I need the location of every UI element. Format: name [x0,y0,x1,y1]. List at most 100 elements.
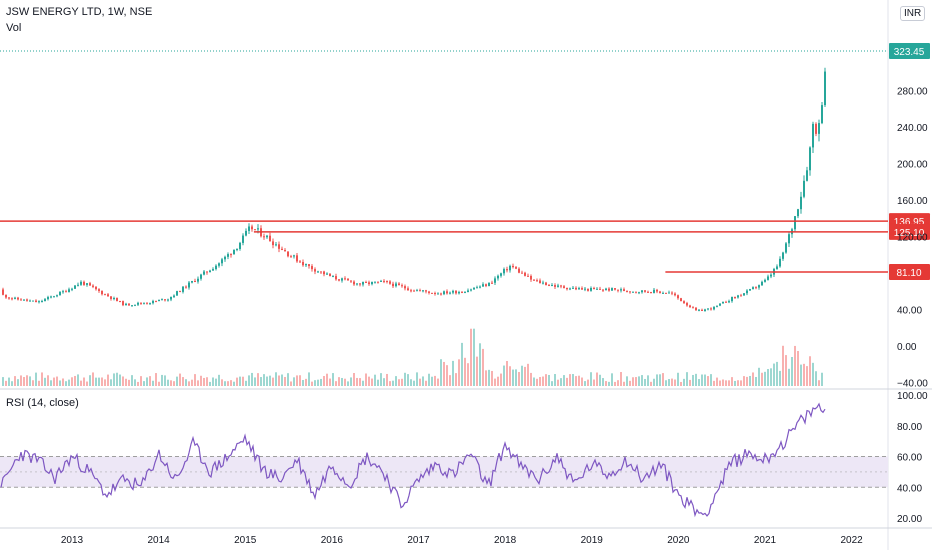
volume-bar [488,369,490,386]
candle-body [254,229,256,231]
volume-bar [329,378,331,386]
volume-bar [131,375,133,386]
volume-bar [701,374,703,386]
candle-body [443,291,445,295]
candle-body [584,288,586,290]
candle-body [77,284,79,286]
volume-bar [725,380,727,386]
volume-bar [134,379,136,386]
candle-body [116,298,118,301]
candle-body [725,301,727,303]
candle-body [806,170,808,181]
candle-body [557,285,559,287]
volume-bar [38,380,40,386]
candle-body [65,291,67,293]
candle-body [596,288,598,290]
candle-body [821,105,823,124]
rsi-label[interactable]: RSI (14, close) [6,397,79,409]
volume-bar [233,381,235,386]
candle-body [644,290,646,292]
volume-bar [47,375,49,386]
candle-body [143,303,145,305]
volume-bar [23,377,25,386]
candle-body [626,291,628,293]
volume-bar [815,371,817,386]
price-axis-tick: 0.00 [897,342,917,353]
volume-bar [767,369,769,386]
candle-body [485,284,487,286]
volume-bar [695,373,697,386]
volume-bar [452,360,454,386]
volume-bar [173,381,175,386]
candle-body [590,287,592,291]
volume-bar [449,375,451,386]
volume-bar [137,381,139,386]
candle-body [125,303,127,306]
volume-bar [551,381,553,386]
candle-body [707,308,709,310]
candle-body [344,278,346,280]
volume-bar [53,377,55,386]
volume-bar [200,375,202,386]
candle-body [323,271,325,275]
candle-body [332,276,334,278]
volume-bar [491,370,493,386]
candle-body [671,292,673,294]
volume-bar [170,380,172,386]
candle-body [509,265,511,271]
volume-bar [602,378,604,386]
price-axis-tick: 240.00 [897,123,928,134]
volume-bar [269,375,271,386]
candle-body [488,282,490,286]
volume-bar [83,377,85,386]
volume-bar [776,361,778,386]
level-price-label: 81.10 [896,268,921,279]
price-axis-tick: 40.00 [897,306,922,317]
last-price-tag [889,43,930,59]
rsi-axis-tick: 60.00 [897,453,922,464]
volume-bar [704,374,706,386]
candle-body [458,292,460,294]
volume-bar [719,380,721,386]
volume-bar [521,365,523,386]
candle-body [167,299,169,301]
candle-body [26,299,28,301]
volume-bar [764,371,766,386]
volume-bar [659,374,661,386]
volume-bar [794,345,796,386]
volume-bar [554,374,556,386]
candle-body [44,299,46,302]
candle-body [683,301,685,304]
volume-bar [107,374,109,386]
candle-body [692,307,694,309]
volume-bar [20,375,22,386]
currency-badge[interactable]: INR [900,6,926,21]
candle-body [320,271,322,273]
volume-bar [557,379,559,386]
candle-body [386,281,388,283]
volume-bar [473,328,475,386]
volume-bar [785,355,787,386]
volume-bar [539,377,541,386]
candle-body [416,290,418,292]
volume-bar [593,379,595,386]
candle-body [653,289,655,293]
candle-body [428,291,430,293]
volume-bar [68,379,70,386]
candle-body [98,289,100,291]
candle-body [473,287,475,290]
volume-bar [140,376,142,386]
candle-body [674,293,676,296]
volume-bar [503,365,505,386]
time-axis-label: 2021 [754,535,777,546]
volume-bar [599,374,601,386]
volume-bar [194,374,196,386]
candle-body [422,290,424,292]
candle-body [560,285,562,287]
candle-body [356,283,358,285]
volume-bar [818,380,820,386]
candle-body [218,263,220,266]
volume-bar [692,374,694,386]
volume-bar [740,380,742,386]
volume-bar [686,372,688,386]
